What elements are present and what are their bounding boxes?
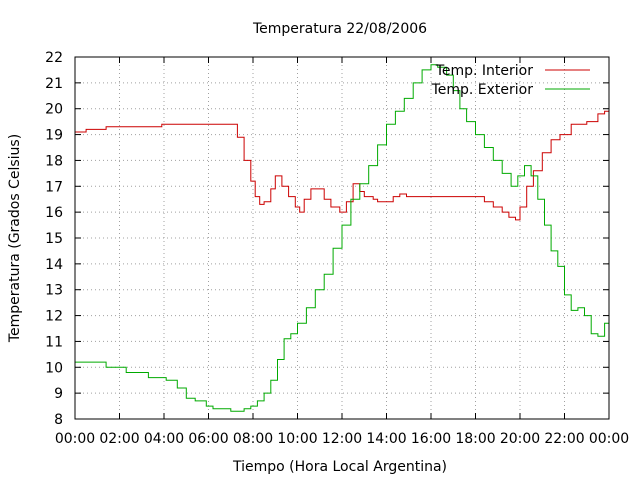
x-tick-label: 12:00 bbox=[322, 431, 362, 447]
x-tick-label: 18:00 bbox=[455, 431, 495, 447]
x-tick-label: 08:00 bbox=[233, 431, 273, 447]
series-line-1 bbox=[75, 64, 610, 412]
x-tick-labels: 00:00 02:00 04:00 06:00 08:00 10:00 12:00 14:00… bbox=[55, 431, 629, 447]
y-tick-label: 9 bbox=[54, 386, 63, 402]
series-line-0 bbox=[75, 108, 610, 221]
y-tick-label: 11 bbox=[45, 334, 63, 350]
x-tick-label: 02:00 bbox=[99, 431, 139, 447]
x-tick-label: 00:00 bbox=[589, 431, 629, 447]
x-axis-label: Tiempo (Hora Local Argentina) bbox=[232, 459, 447, 475]
tick-marks bbox=[74, 56, 610, 420]
x-tick-label: 22:00 bbox=[544, 431, 584, 447]
legend: Temp. Interior Temp. Exterior bbox=[431, 63, 590, 98]
chart-title: Temperatura 22/08/2006 bbox=[252, 21, 427, 37]
series-layer bbox=[75, 64, 610, 412]
x-tick-label: 04:00 bbox=[144, 431, 184, 447]
x-tick-label: 10:00 bbox=[277, 431, 317, 447]
y-tick-label: 16 bbox=[45, 205, 63, 221]
x-tick-label: 00:00 bbox=[55, 431, 95, 447]
y-tick-label: 8 bbox=[54, 412, 63, 428]
x-tick-label: 14:00 bbox=[366, 431, 406, 447]
legend-label: Temp. Interior bbox=[435, 63, 534, 79]
y-tick-label: 10 bbox=[45, 360, 63, 376]
y-tick-label: 13 bbox=[45, 283, 63, 299]
y-tick-label: 18 bbox=[45, 153, 63, 169]
y-tick-label: 19 bbox=[45, 128, 63, 144]
y-tick-label: 21 bbox=[45, 76, 63, 92]
y-axis-label: Temperatura (Grados Celsius) bbox=[7, 134, 23, 343]
x-tick-label: 16:00 bbox=[411, 431, 451, 447]
y-tick-label: 14 bbox=[45, 257, 63, 273]
y-tick-label: 22 bbox=[45, 50, 63, 66]
y-tick-labels: 8 9 10 11 12 13 14 15 16 17 18 19 20 21 22 bbox=[45, 50, 63, 428]
y-tick-label: 20 bbox=[45, 102, 63, 118]
y-tick-label: 15 bbox=[45, 231, 63, 247]
y-tick-label: 17 bbox=[45, 179, 63, 195]
legend-label: Temp. Exterior bbox=[431, 82, 534, 98]
y-tick-label: 12 bbox=[45, 309, 63, 325]
x-tick-label: 20:00 bbox=[500, 431, 540, 447]
x-tick-label: 06:00 bbox=[188, 431, 228, 447]
